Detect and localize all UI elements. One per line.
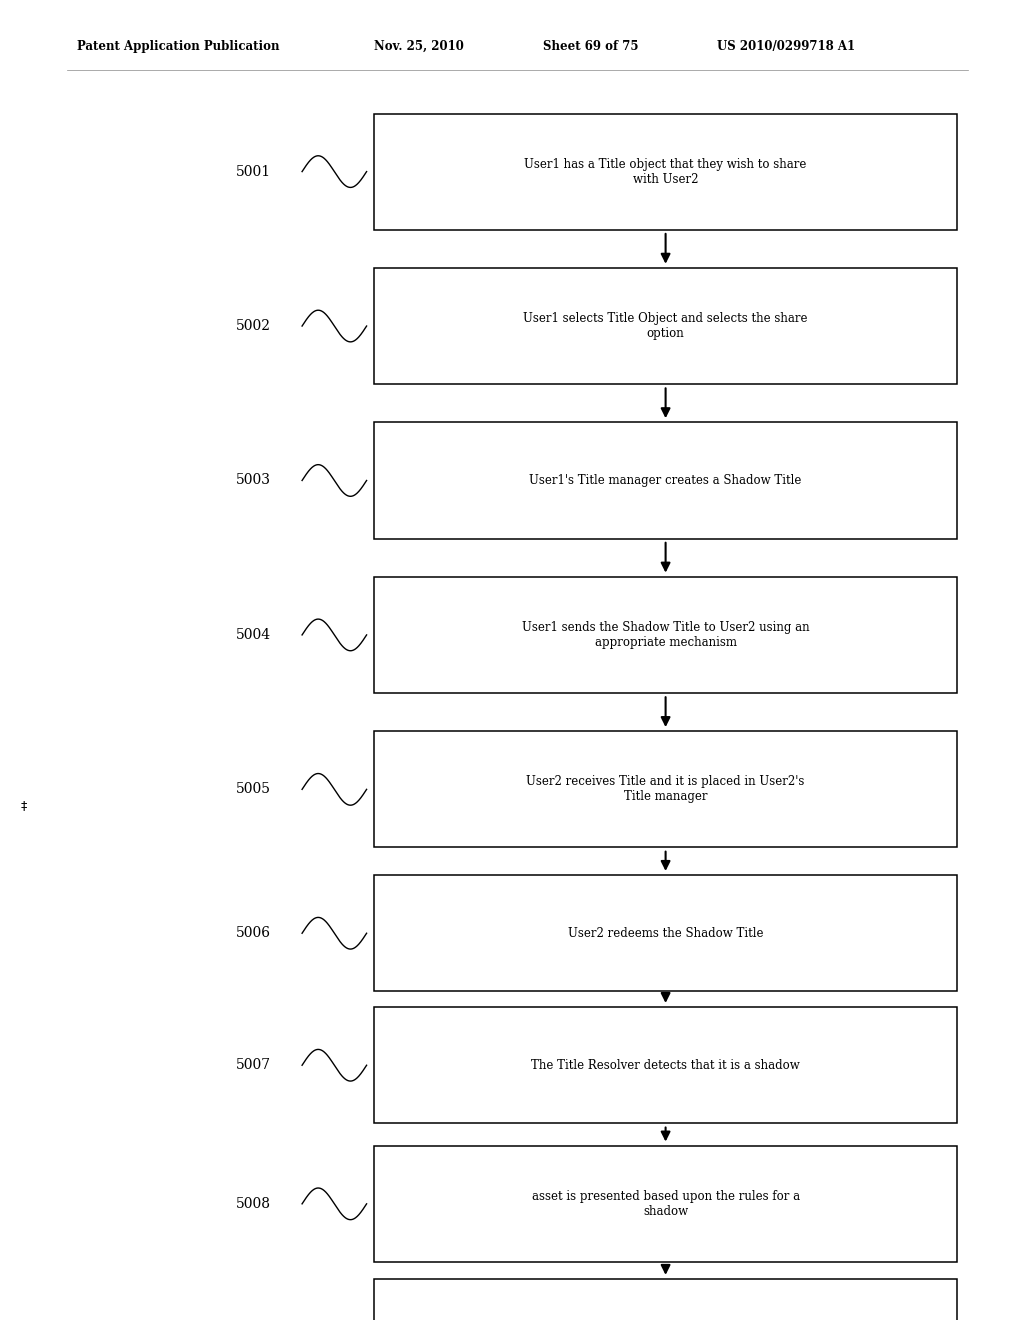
Text: Sheet 69 of 75: Sheet 69 of 75 <box>543 40 638 53</box>
FancyBboxPatch shape <box>374 114 957 230</box>
Text: User1 sends the Shadow Title to User2 using an
appropriate mechanism: User1 sends the Shadow Title to User2 us… <box>522 620 809 649</box>
Text: The Title Resolver detects that it is a shadow: The Title Resolver detects that it is a … <box>531 1059 800 1072</box>
Text: User2 receives Title and it is placed in User2's
Title manager: User2 receives Title and it is placed in… <box>526 775 805 804</box>
Text: ‡: ‡ <box>20 799 27 812</box>
Text: User1's Title manager creates a Shadow Title: User1's Title manager creates a Shadow T… <box>529 474 802 487</box>
Text: Patent Application Publication: Patent Application Publication <box>77 40 280 53</box>
FancyBboxPatch shape <box>374 731 957 847</box>
Text: 5006: 5006 <box>237 927 271 940</box>
Text: 5007: 5007 <box>237 1059 271 1072</box>
Text: 5005: 5005 <box>237 783 271 796</box>
Text: User1 selects Title Object and selects the share
option: User1 selects Title Object and selects t… <box>523 312 808 341</box>
Text: User1 has a Title object that they wish to share
with User2: User1 has a Title object that they wish … <box>524 157 807 186</box>
Text: 5008: 5008 <box>237 1197 271 1210</box>
Text: 5001: 5001 <box>237 165 271 178</box>
Text: 5002: 5002 <box>237 319 271 333</box>
Text: User2 redeems the Shadow Title: User2 redeems the Shadow Title <box>568 927 763 940</box>
FancyBboxPatch shape <box>374 1146 957 1262</box>
FancyBboxPatch shape <box>374 875 957 991</box>
FancyBboxPatch shape <box>374 1279 957 1320</box>
FancyBboxPatch shape <box>374 268 957 384</box>
Text: 5004: 5004 <box>237 628 271 642</box>
Text: US 2010/0299718 A1: US 2010/0299718 A1 <box>717 40 855 53</box>
FancyBboxPatch shape <box>374 1007 957 1123</box>
FancyBboxPatch shape <box>374 422 957 539</box>
FancyBboxPatch shape <box>374 577 957 693</box>
Text: 5003: 5003 <box>237 474 271 487</box>
Text: asset is presented based upon the rules for a
shadow: asset is presented based upon the rules … <box>531 1189 800 1218</box>
Text: Nov. 25, 2010: Nov. 25, 2010 <box>374 40 464 53</box>
